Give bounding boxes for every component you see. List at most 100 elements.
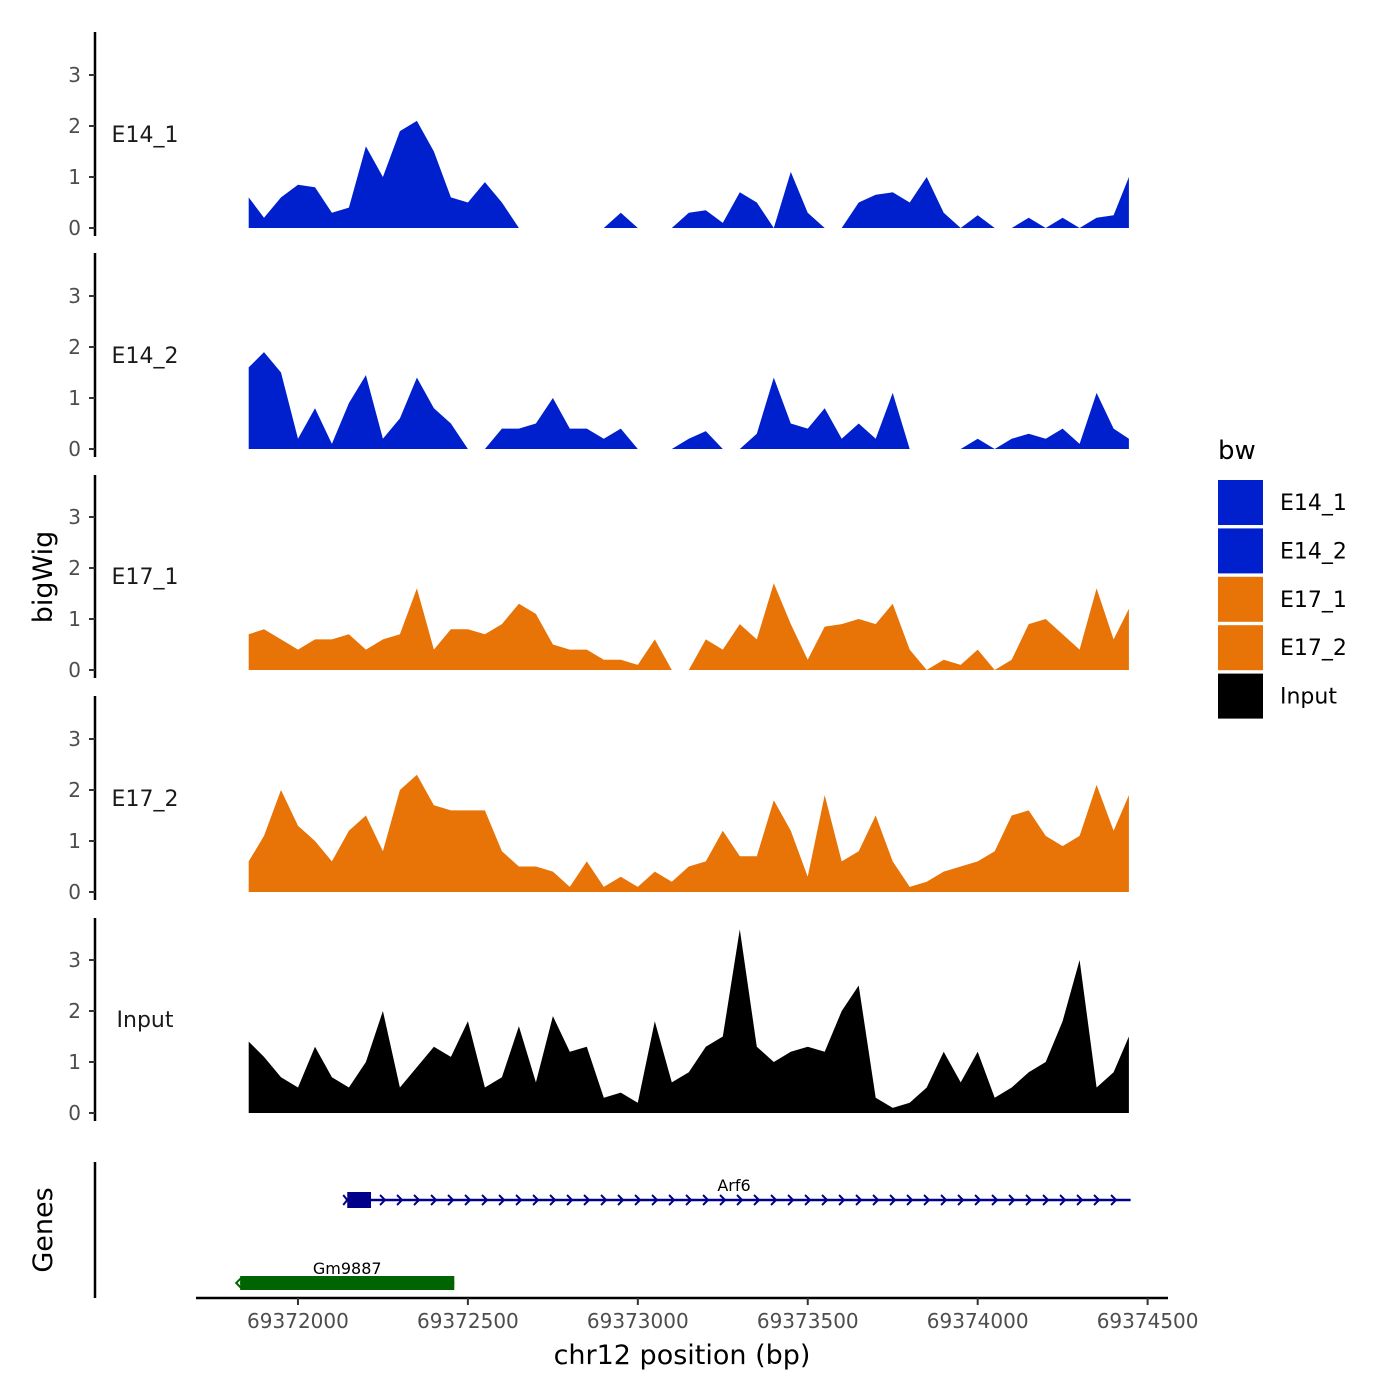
track-label-E14_2: E14_2: [112, 344, 179, 369]
gene-track: Arf6 Gm9887: [93, 1162, 1131, 1298]
strand-arrow: [872, 1194, 880, 1206]
strand-arrow: [821, 1194, 829, 1206]
gene-label: Arf6: [717, 1176, 750, 1195]
y-tick-label: 1: [68, 386, 81, 410]
gene-exon: [240, 1276, 455, 1290]
track-label-Input: Input: [117, 1008, 174, 1033]
x-axis: 69372000 69372500 69373000 69373500 69374000…: [196, 1296, 1199, 1333]
strand-arrow: [753, 1194, 761, 1206]
y-tick-label: 3: [68, 948, 81, 972]
legend-label-E17_2: E17_2: [1280, 636, 1347, 661]
y-tick-label: 2: [68, 556, 81, 580]
y-tick-label: 0: [68, 216, 81, 240]
strand-arrow: [736, 1194, 744, 1206]
strand-arrow: [379, 1194, 387, 1206]
strand-arrow: [430, 1194, 438, 1206]
strand-arrow: [974, 1194, 982, 1206]
y-tick-label: 1: [68, 829, 81, 853]
strand-arrow: [770, 1194, 778, 1206]
strand-arrow: [991, 1194, 999, 1206]
gene-exon: [347, 1192, 372, 1208]
legend: bw E14_1 E14_2 E17_1 E17_2 Input: [1218, 436, 1347, 719]
track-E14_1: 0 1 2 3 E14_1: [68, 32, 1129, 240]
strand-arrow: [464, 1194, 472, 1206]
track-label-E17_2: E17_2: [112, 787, 179, 812]
strand-arrow: [1042, 1194, 1050, 1206]
y-axis-title: bigWig: [28, 531, 59, 624]
strand-arrow: [651, 1194, 659, 1206]
area-E17_2: [248, 774, 1129, 892]
strand-arrow: [702, 1194, 710, 1206]
legend-label-E17_1: E17_1: [1280, 588, 1347, 613]
strand-arrow: [804, 1194, 812, 1206]
strand-arrow: [685, 1194, 693, 1206]
y-tick-label: 0: [68, 437, 81, 461]
track-label-E17_1: E17_1: [112, 565, 179, 590]
y-tick-label: 3: [68, 727, 81, 751]
strand-arrow: [617, 1194, 625, 1206]
strand-arrow: [787, 1194, 795, 1206]
gene-Arf6: Arf6: [342, 1176, 1131, 1208]
strand-arrow: [1110, 1194, 1118, 1206]
legend-key-E14_2: [1218, 528, 1263, 574]
strand-arrow: [906, 1194, 914, 1206]
y-tick-label: 0: [68, 880, 81, 904]
strand-arrow: [600, 1194, 608, 1206]
strand-arrow: [855, 1194, 863, 1206]
strand-arrow: [234, 1277, 242, 1289]
strand-arrow: [838, 1194, 846, 1206]
strand-arrow: [481, 1194, 489, 1206]
area-E14_2: [248, 352, 1129, 449]
legend-label-E14_1: E14_1: [1280, 491, 1347, 516]
strand-arrow: [583, 1194, 591, 1206]
track-E17_1: 0 1 2 3 E17_1: [68, 475, 1129, 682]
y-tick-label: 0: [68, 1101, 81, 1125]
strand-arrow: [1025, 1194, 1033, 1206]
y-tick-label: 2: [68, 999, 81, 1023]
y-tick-label: 1: [68, 165, 81, 189]
strand-arrow: [668, 1194, 676, 1206]
x-tick-label: 69373000: [587, 1309, 689, 1333]
coverage-tracks: 0 1 2 3 E14_1 0 1 2 3 E14_2 0 1 2 3 E17_1 0 1 2 3 E17_2 0 1 2 3…: [68, 32, 1129, 1125]
track-E17_2: 0 1 2 3 E17_2: [68, 696, 1129, 904]
strand-arrow: [498, 1194, 506, 1206]
strand-arrow: [634, 1194, 642, 1206]
y-tick-label: 3: [68, 63, 81, 87]
y-tick-label: 2: [68, 114, 81, 138]
strand-arrow: [447, 1194, 455, 1206]
strand-arrow: [923, 1194, 931, 1206]
strand-arrow: [719, 1194, 727, 1206]
y-tick-label: 3: [68, 284, 81, 308]
x-tick-label: 69373500: [757, 1309, 859, 1333]
legend-key-E17_2: [1218, 625, 1263, 671]
area-E17_1: [248, 583, 1129, 670]
legend-label-E14_2: E14_2: [1280, 539, 1347, 564]
strand-arrow: [889, 1194, 897, 1206]
strand-arrow: [1093, 1194, 1101, 1206]
x-tick-label: 69374500: [1097, 1309, 1199, 1333]
gene-Gm9887: Gm9887: [234, 1259, 455, 1290]
area-Input: [248, 929, 1129, 1113]
y-tick-label: 3: [68, 505, 81, 529]
track-label-E14_1: E14_1: [112, 123, 179, 148]
strand-arrow: [396, 1194, 404, 1206]
legend-key-Input: [1218, 673, 1263, 719]
strand-arrow: [413, 1194, 421, 1206]
strand-arrow: [1076, 1194, 1084, 1206]
strand-arrow: [940, 1194, 948, 1206]
x-tick-label: 69374000: [927, 1309, 1029, 1333]
legend-title: bw: [1218, 436, 1256, 466]
y-tick-label: 2: [68, 335, 81, 359]
legend-key-E14_1: [1218, 480, 1263, 525]
y-tick-label: 0: [68, 658, 81, 682]
track-Input: 0 1 2 3 Input: [68, 918, 1129, 1125]
x-axis-title: chr12 position (bp): [554, 1340, 811, 1371]
strand-arrow: [549, 1194, 557, 1206]
strand-arrow: [957, 1194, 965, 1206]
y-tick-label: 1: [68, 1050, 81, 1074]
x-tick-label: 69372000: [247, 1309, 349, 1333]
strand-arrow: [566, 1194, 574, 1206]
area-E14_1: [248, 120, 1129, 228]
strand-arrow: [1059, 1194, 1067, 1206]
